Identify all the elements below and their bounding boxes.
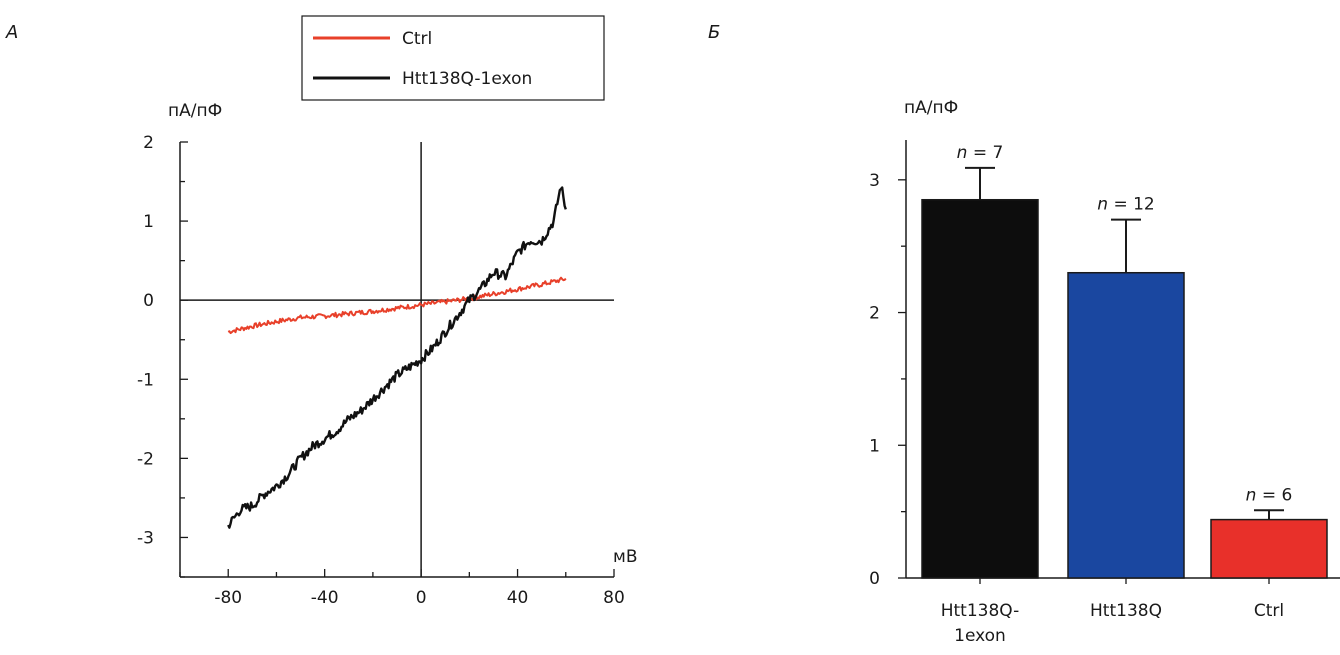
iv-curve-chart: А пА/пФ мВ -3 -2 -1 0 1 2 -80 -40 0 40 80 Ctrl Htt… xyxy=(5,15,638,608)
y-tick-label-b: 1 xyxy=(869,436,880,456)
y-tick-label-a: -1 xyxy=(137,370,154,390)
series-line-htt138q-1exon xyxy=(227,186,567,529)
category-label: Htt138Q xyxy=(1090,601,1162,621)
y-axis-label-b: пА/пФ xyxy=(904,98,958,118)
bar-htt138q-1exon xyxy=(921,198,1039,579)
y-tick-label-a: -2 xyxy=(137,449,154,469)
ticks-a: -3 -2 -1 0 1 2 -80 -40 0 40 80 xyxy=(137,133,625,608)
bars-b: n = 7 Htt138Q- 1exon n = 12 Htt138Q n = 6 Ctrl xyxy=(921,143,1328,646)
bar-htt138q xyxy=(1067,271,1185,579)
x-tick-label-a: 40 xyxy=(507,588,529,608)
x-tick-label-a: 0 xyxy=(416,588,427,608)
y-axis-label-a: пА/пФ xyxy=(168,101,222,121)
panel-label-b: Б xyxy=(708,22,720,43)
legend-label-htt138q-1exon: Htt138Q-1exon xyxy=(402,69,532,89)
x-tick-label-a: -40 xyxy=(311,588,339,608)
y-tick-label-a: 1 xyxy=(143,212,154,232)
y-tick-label-b: 3 xyxy=(869,171,880,191)
n-label: n = 12 xyxy=(1097,195,1154,215)
n-label: n = 7 xyxy=(957,143,1004,163)
category-label: Htt138Q- xyxy=(941,601,1020,621)
y-tick-label-b: 0 xyxy=(869,569,880,589)
legend: Ctrl Htt138Q-1exon xyxy=(301,15,605,101)
bar-chart: Б пА/пФ 0 1 2 3 n = 7 Htt138Q- 1exon n = 12 Htt… xyxy=(708,22,1340,646)
x-tick-label-a: 80 xyxy=(603,588,625,608)
n-label: n = 6 xyxy=(1246,485,1293,505)
y-tick-label-a: 0 xyxy=(143,291,154,311)
series-line-ctrl xyxy=(227,276,567,335)
y-tick-label-b: 2 xyxy=(869,304,880,324)
y-tick-label-a: -3 xyxy=(137,528,154,548)
y-tick-label-a: 2 xyxy=(143,133,154,153)
legend-label-ctrl: Ctrl xyxy=(402,29,432,49)
category-label: Ctrl xyxy=(1254,601,1284,621)
bar-ctrl xyxy=(1210,518,1328,579)
x-axis-label-a: мВ xyxy=(613,547,638,567)
legend-box xyxy=(301,15,605,101)
x-tick-label-a: -80 xyxy=(214,588,242,608)
category-label: 1exon xyxy=(954,626,1006,646)
axes-a xyxy=(179,142,614,578)
panel-label-a: А xyxy=(5,22,18,43)
series-lines-a xyxy=(227,186,567,529)
